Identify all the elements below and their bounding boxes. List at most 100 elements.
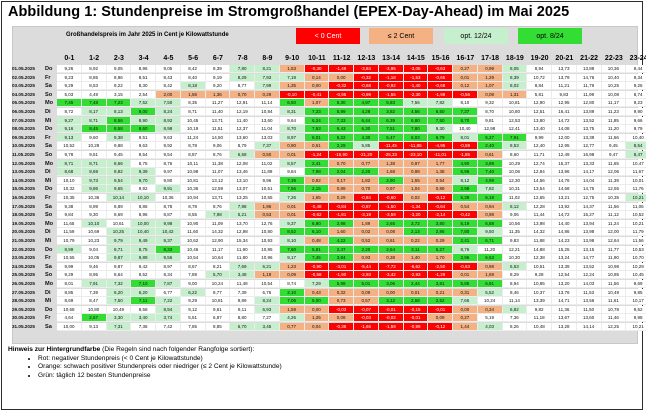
price-cell: 8,22 (106, 82, 132, 91)
row-weekday: Sa (45, 203, 52, 210)
price-cell: 13,71 (205, 116, 231, 125)
row-weekday: Di (45, 109, 51, 115)
price-cell: 11,56 (601, 202, 627, 211)
price-cell: 8,53 (81, 82, 107, 91)
price-cell: 7,26 (279, 194, 305, 202)
price-cell: 11,88 (527, 237, 552, 245)
price-cell: 7,45 (57, 99, 82, 108)
price-cell: 12,80 (576, 99, 602, 108)
price-cell: 5,00 (304, 297, 330, 306)
price-cell: 9,12 (180, 305, 206, 314)
price-cell: 10,36 (180, 185, 206, 194)
price-cell: 11,90 (601, 254, 627, 263)
price-cell: 9,73 (81, 176, 107, 185)
price-cell: 8,67 (180, 262, 206, 271)
price-cell: 9,28 (527, 271, 552, 280)
price-cell: 13,25 (230, 194, 255, 202)
row-weekday: Do (45, 306, 53, 313)
row-weekday: Mi (45, 117, 52, 124)
price-cell: 12,51 (527, 108, 552, 116)
price-cell: 15,25 (552, 245, 577, 254)
price-cell: 0,89 (329, 185, 354, 194)
price-cell: 1,55 (403, 176, 429, 185)
price-cell: 14,14 (576, 323, 602, 331)
price-cell: 2,90 (378, 176, 404, 185)
hour-header: 2-3 (113, 55, 124, 62)
figure-title: Abbildung 1: Stundenpreise im Stromgroßh… (8, 4, 570, 20)
price-cell: 9,05 (106, 65, 132, 73)
price-cell: 9,64 (279, 116, 305, 125)
price-cell: 8,96 (131, 65, 156, 73)
price-cell: 9,32 (477, 99, 503, 108)
price-cell: 10,00 (57, 323, 82, 331)
price-cell: 8,26 (502, 323, 528, 331)
price-cell: 1,23 (279, 262, 305, 271)
price-cell: 10,61 (106, 219, 132, 228)
price-cell: 8,55 (180, 211, 206, 220)
price-cell: 7,91 (81, 280, 107, 288)
price-cell: 9,20 (205, 82, 231, 91)
price-cell: 2,47 (329, 245, 354, 254)
row-weekday: Do (45, 246, 53, 253)
price-cell: 14,08 (552, 125, 577, 134)
price-cell: 6,88 (477, 219, 503, 228)
price-cell: -0,12 (428, 194, 453, 202)
price-cell: -23,10 (403, 151, 429, 159)
price-cell: 6,71 (477, 237, 503, 245)
price-cell: 9,63 (131, 142, 156, 151)
price-cell: 2,86 (428, 228, 453, 237)
price-cell: 9,98 (626, 314, 646, 323)
price-cell: 8,95 (81, 271, 107, 280)
price-cell: -5,44 (354, 262, 379, 271)
price-cell: 8,97 (156, 262, 181, 271)
price-cell: 1,35 (279, 82, 305, 91)
price-cell: 0,53 (255, 211, 280, 220)
price-cell: 6,24 (304, 116, 330, 125)
price-cell: 10,05 (81, 254, 107, 263)
price-cell: 9,51 (131, 133, 156, 142)
price-cell: 8,85 (81, 73, 107, 82)
price-cell: 11,14 (502, 297, 528, 306)
hour-header: 10-11 (308, 55, 326, 62)
price-cell: 10,00 (131, 219, 156, 228)
price-cell: 11,77 (601, 245, 627, 254)
price-cell: 6,10 (304, 228, 330, 237)
price-cell: 5,85 (453, 280, 478, 288)
price-cell: 2,40 (477, 142, 503, 151)
row-weekday: Sa (45, 143, 52, 150)
price-cell: 8,01 (453, 133, 478, 142)
price-cell: 8,76 (205, 202, 231, 211)
price-cell: 11,50 (576, 305, 602, 314)
price-cell: 8,75 (131, 159, 156, 168)
price-cell: -3,95 (378, 65, 404, 73)
price-cell: 8,01 (57, 280, 82, 288)
price-cell: -0,01 (428, 305, 453, 314)
price-cell: 8,70 (477, 108, 503, 116)
hour-header: 6-7 (212, 55, 223, 62)
price-cell: 2,10 (279, 288, 305, 297)
price-cell: 8,74 (626, 90, 646, 99)
price-cell: -0,10 (279, 90, 305, 99)
price-cell: 3,89 (477, 159, 503, 168)
price-cell: 9,29 (57, 82, 82, 91)
price-cell: 0,70 (329, 159, 354, 168)
hour-header: 20-21 (555, 55, 574, 62)
price-cell: 8,29 (502, 271, 528, 280)
price-cell: 0,61 (304, 142, 330, 151)
price-cell: 11,80 (230, 254, 255, 263)
price-cell: 4,90 (453, 159, 478, 168)
price-cell: 11,67 (626, 168, 646, 177)
price-cell: -3,19 (354, 211, 379, 220)
price-cell: 6,53 (477, 254, 503, 263)
row-date: 29.05.2025 (12, 306, 35, 312)
row-date: 31.05.2025 (12, 324, 35, 329)
price-cell: 11,27 (205, 99, 231, 108)
price-cell: 10,10 (131, 194, 156, 202)
price-cell: 9,37 (156, 237, 181, 245)
price-cell: 12,38 (527, 254, 552, 263)
price-cell: 6,20 (106, 288, 132, 297)
price-cell: -1,34 (403, 202, 429, 211)
price-cell: 8,56 (106, 116, 132, 125)
price-cell: 10,85 (601, 271, 627, 280)
legend-low: ≤ 2 Cent (369, 28, 433, 44)
